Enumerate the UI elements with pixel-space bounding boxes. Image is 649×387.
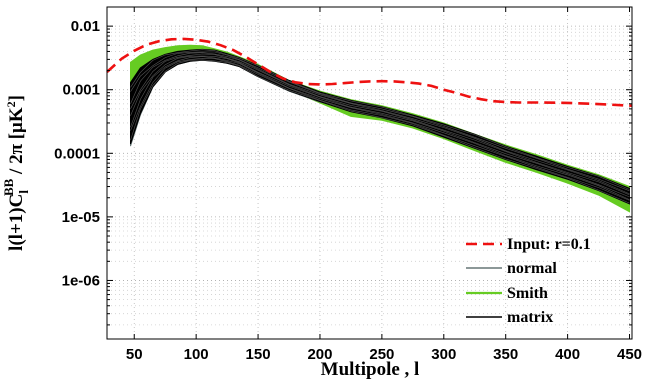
legend-label: normal bbox=[507, 260, 557, 277]
input-line bbox=[106, 37, 633, 107]
plot-frame bbox=[106, 6, 633, 340]
matrix-realisation bbox=[130, 49, 630, 190]
x-tick-label: 100 bbox=[184, 346, 209, 363]
legend-label: Smith bbox=[507, 285, 548, 302]
matrix-realisation bbox=[130, 55, 630, 198]
y-tick-label: 0.001 bbox=[62, 82, 100, 99]
legend: Input: r=0.1 normal Smith matrix bbox=[466, 236, 591, 326]
y-axis-title-sup: BB bbox=[1, 178, 16, 196]
x-tick-label: 450 bbox=[617, 346, 642, 363]
y-tick-label: 1e-06 bbox=[62, 272, 100, 289]
legend-label: Input: r=0.1 bbox=[507, 236, 591, 253]
legend-label: matrix bbox=[507, 309, 553, 326]
y-tick-label: 1e-05 bbox=[62, 209, 100, 226]
series-bands bbox=[130, 44, 630, 213]
x-tick-label: 150 bbox=[246, 346, 271, 363]
y-tick-label: 0.0001 bbox=[54, 145, 100, 162]
matrix-realisation bbox=[130, 51, 630, 192]
x-tick-label: 350 bbox=[493, 346, 518, 363]
y-axis-title-tail-sup: 2 bbox=[4, 101, 18, 107]
x-axis-title: Multipole , l bbox=[321, 359, 420, 380]
matrix-realisation bbox=[130, 56, 630, 200]
matrix-band bbox=[130, 48, 630, 205]
matrix-realisation bbox=[130, 52, 630, 195]
y-axis-title-end: ] bbox=[6, 95, 27, 101]
y-axis-title-tail: / 2π [μK bbox=[6, 107, 27, 179]
y-axis-title-main: l(l+1)C bbox=[6, 194, 27, 251]
x-tick-label: 50 bbox=[126, 346, 143, 363]
y-axis-title-sub: l bbox=[16, 190, 31, 194]
normal-band bbox=[130, 49, 630, 205]
matrix-realisation bbox=[130, 53, 630, 196]
matrix-realisation bbox=[130, 57, 630, 201]
x-tick-label: 400 bbox=[555, 346, 580, 363]
x-axis: 50 100 150 200 250 300 350 400 450 bbox=[126, 7, 642, 363]
y-axis-title: l(l+1)ClBB / 2π [μK2] bbox=[1, 95, 31, 251]
x-tick-label: 200 bbox=[307, 346, 332, 363]
x-tick-label: 250 bbox=[369, 346, 394, 363]
y-tick-label: 0.01 bbox=[71, 18, 100, 35]
x-tick-label: 300 bbox=[431, 346, 456, 363]
matrix-realisation bbox=[130, 59, 630, 204]
y-axis: 1e-06 1e-05 0.0001 0.001 0.01 bbox=[54, 6, 632, 326]
series-lines bbox=[106, 37, 633, 107]
